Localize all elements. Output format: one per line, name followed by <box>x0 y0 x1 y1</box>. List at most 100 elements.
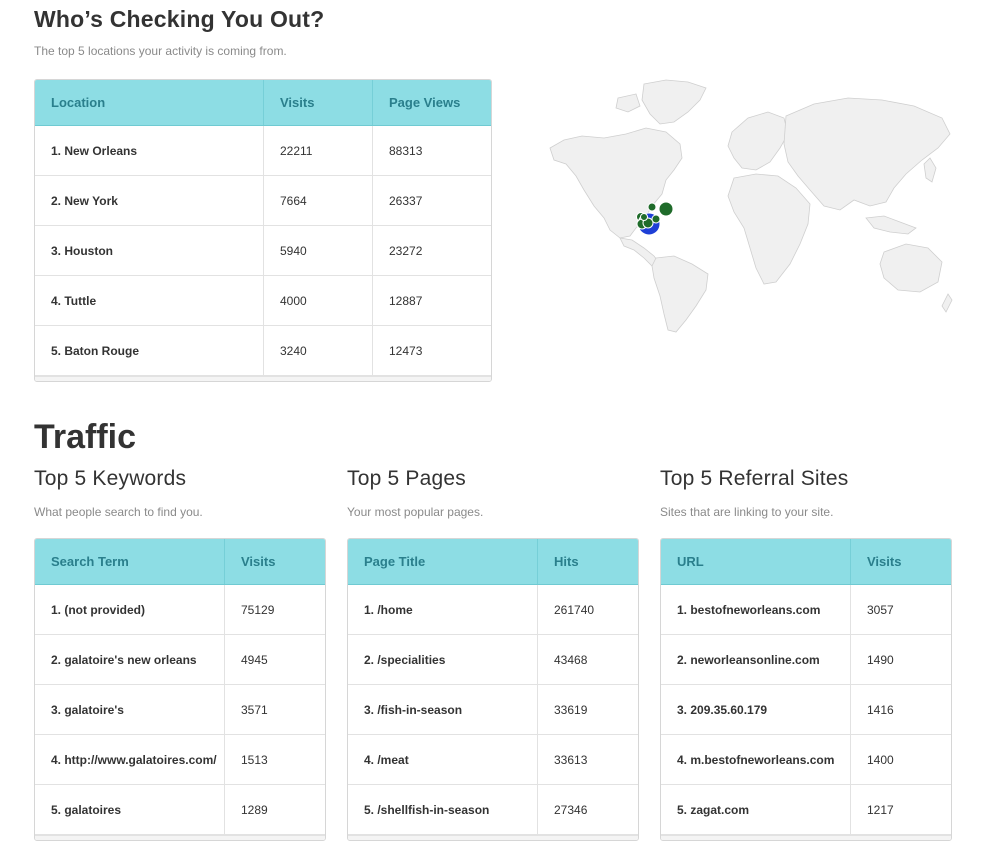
location-name: 5. Baton Rouge <box>35 326 264 375</box>
referrals-table: URL Visits 1. bestofneworleans.com 3057 … <box>660 538 952 841</box>
world-map[interactable] <box>548 78 954 334</box>
australia-shape <box>879 243 943 293</box>
table-row: 3. Houston 5940 23272 <box>35 226 491 276</box>
locations-table: Location Visits Page Views 1. New Orlean… <box>34 79 492 382</box>
page-path: 1. /home <box>348 585 538 634</box>
keywords-table: Search Term Visits 1. (not provided) 751… <box>34 538 326 841</box>
referral-url: 4. m.bestofneworleans.com <box>661 735 851 784</box>
table-header: Search Term Visits <box>35 539 325 585</box>
referral-visits: 1400 <box>867 752 894 767</box>
table-row: 5. /shellfish-in-season 27346 <box>348 785 638 835</box>
referral-url: 3. 209.35.60.179 <box>661 685 851 734</box>
location-page-views: 12473 <box>389 343 423 358</box>
keywords-subtitle: What people search to find you. <box>34 505 203 519</box>
page-hits: 33613 <box>554 752 588 767</box>
table-row: 4. /meat 33613 <box>348 735 638 785</box>
location-visits: 5940 <box>264 226 373 275</box>
page-path: 3. /fish-in-season <box>348 685 538 734</box>
map-markers <box>636 201 674 236</box>
location-page-views: 88313 <box>389 143 423 158</box>
table-row: 5. Baton Rouge 3240 12473 <box>35 326 491 376</box>
keyword-visits: 4945 <box>241 652 268 667</box>
referral-url: 2. neworleansonline.com <box>661 635 851 684</box>
referral-url: 5. zagat.com <box>661 785 851 834</box>
location-page-views: 26337 <box>389 193 423 208</box>
table-row: 1. New Orleans 22211 88313 <box>35 126 491 176</box>
arctic-islands-shape <box>615 93 641 113</box>
keyword-term: 1. (not provided) <box>35 585 225 634</box>
page-hits: 33619 <box>554 702 588 717</box>
location-visits: 22211 <box>264 126 373 175</box>
table-header: Page Title Hits <box>348 539 638 585</box>
location-page-views: 23272 <box>389 243 423 258</box>
page-path: 4. /meat <box>348 735 538 784</box>
table-row: 2. New York 7664 26337 <box>35 176 491 226</box>
page-hits: 43468 <box>554 652 588 667</box>
pages-title: Top 5 Pages <box>347 467 466 490</box>
referral-visits: 3057 <box>867 602 894 617</box>
column-header-hits[interactable]: Hits <box>554 554 579 569</box>
table-row: 2. neworleansonline.com 1490 <box>661 635 951 685</box>
new-zealand-shape <box>941 293 953 313</box>
indonesia-shape <box>865 215 917 235</box>
south-america-shape <box>651 255 709 333</box>
greenland-shape <box>641 79 707 125</box>
page-title: Who’s Checking You Out? <box>34 6 325 32</box>
table-row: 3. galatoire's 3571 <box>35 685 325 735</box>
table-row: 4. m.bestofneworleans.com 1400 <box>661 735 951 785</box>
africa-shape <box>727 173 811 285</box>
keyword-visits: 75129 <box>241 602 275 617</box>
marker-tuttle <box>651 214 661 224</box>
location-name: 3. Houston <box>35 226 264 275</box>
table-row: 2. galatoire's new orleans 4945 <box>35 635 325 685</box>
referrals-subtitle: Sites that are linking to your site. <box>660 505 834 519</box>
page-path: 5. /shellfish-in-season <box>348 785 538 834</box>
table-row: 3. /fish-in-season 33619 <box>348 685 638 735</box>
referral-visits: 1416 <box>867 702 894 717</box>
location-visits: 3240 <box>264 326 373 375</box>
asia-shape <box>783 97 951 211</box>
column-header-page-views[interactable]: Page Views <box>389 95 461 110</box>
table-footer <box>35 376 491 381</box>
table-row: 2. /specialities 43468 <box>348 635 638 685</box>
column-header-search-term[interactable]: Search Term <box>35 539 225 584</box>
table-row: 4. http://www.galatoires.com/ 1513 <box>35 735 325 785</box>
north-america-shape <box>549 127 683 239</box>
europe-shape <box>727 111 789 171</box>
column-header-location[interactable]: Location <box>35 80 264 125</box>
column-header-visits[interactable]: Visits <box>264 80 373 125</box>
location-name: 4. Tuttle <box>35 276 264 325</box>
table-row: 3. 209.35.60.179 1416 <box>661 685 951 735</box>
location-name: 2. New York <box>35 176 264 225</box>
keyword-term: 2. galatoire's new orleans <box>35 635 225 684</box>
keyword-visits: 3571 <box>241 702 268 717</box>
location-name: 1. New Orleans <box>35 126 264 175</box>
page-hits: 261740 <box>554 602 595 617</box>
table-header: URL Visits <box>661 539 951 585</box>
column-header-page-title[interactable]: Page Title <box>348 539 538 584</box>
marker-new-york <box>658 201 674 217</box>
column-header-visits[interactable]: Visits <box>867 554 902 569</box>
marker-chicago <box>647 202 657 212</box>
location-visits: 4000 <box>264 276 373 325</box>
table-footer <box>661 835 951 840</box>
referral-url: 1. bestofneworleans.com <box>661 585 851 634</box>
location-visits: 7664 <box>264 176 373 225</box>
japan-shape <box>923 157 937 183</box>
table-row: 5. zagat.com 1217 <box>661 785 951 835</box>
keyword-visits: 1289 <box>241 802 268 817</box>
referral-visits: 1217 <box>867 802 894 817</box>
page-path: 2. /specialities <box>348 635 538 684</box>
keyword-visits: 1513 <box>241 752 268 767</box>
column-header-url[interactable]: URL <box>661 539 851 584</box>
keyword-term: 4. http://www.galatoires.com/ <box>35 735 225 784</box>
referral-visits: 1490 <box>867 652 894 667</box>
table-row: 1. (not provided) 75129 <box>35 585 325 635</box>
traffic-title: Traffic <box>34 418 137 456</box>
table-row: 1. bestofneworleans.com 3057 <box>661 585 951 635</box>
location-page-views: 12887 <box>389 293 423 308</box>
column-header-visits[interactable]: Visits <box>241 554 276 569</box>
keyword-term: 5. galatoires <box>35 785 225 834</box>
table-row: 1. /home 261740 <box>348 585 638 635</box>
pages-subtitle: Your most popular pages. <box>347 505 484 519</box>
